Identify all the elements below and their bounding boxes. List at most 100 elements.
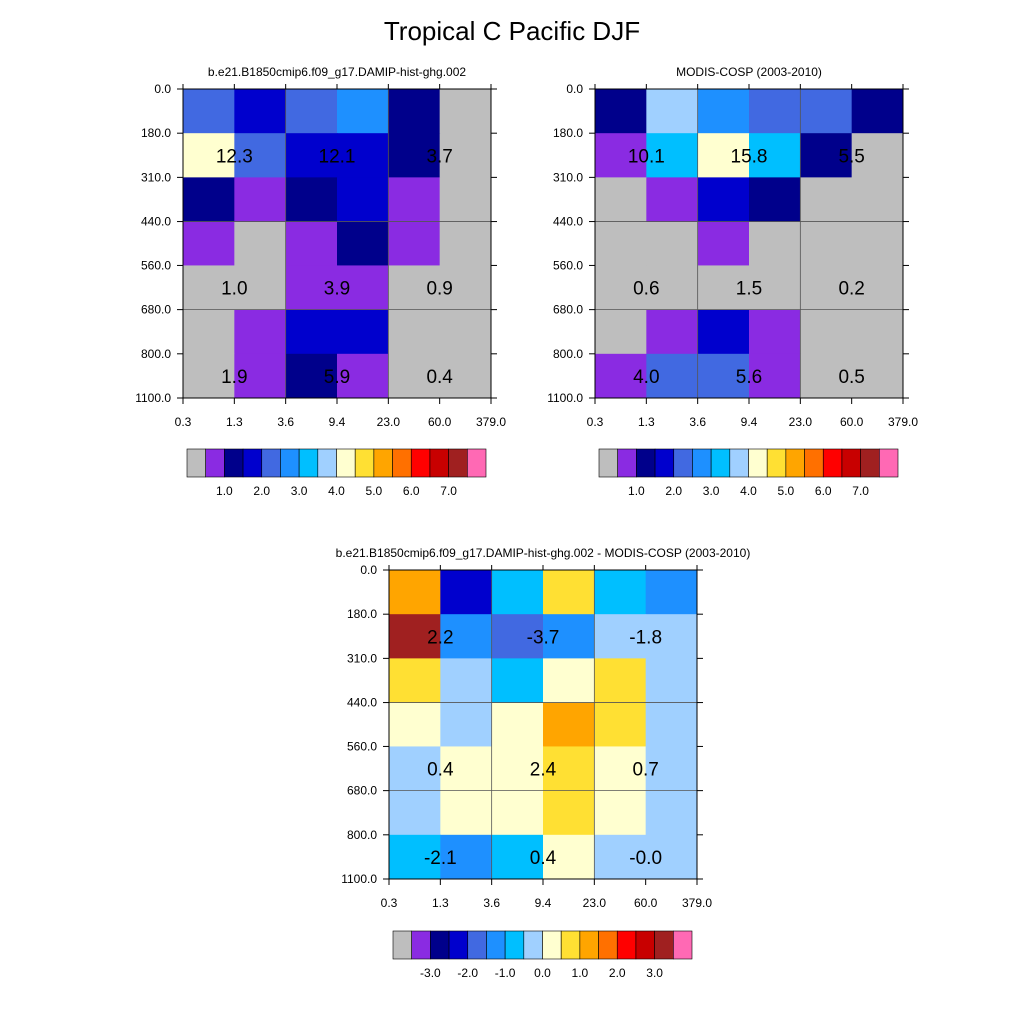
heatmap-cell <box>697 133 750 178</box>
heatmap-cell <box>439 89 492 134</box>
heatmap-cell <box>440 746 493 792</box>
heatmap-cell <box>697 309 750 355</box>
colorbar-swatch <box>317 448 337 478</box>
colorbar-label: 4.0 <box>740 484 757 498</box>
y-tick-label: 440.0 <box>141 215 171 229</box>
x-tick-label: 9.4 <box>535 896 552 910</box>
heatmap-cell <box>594 790 647 836</box>
panel-title: b.e21.B1850cmip6.f09_g17.DAMIP-hist-ghg.… <box>208 65 466 79</box>
heatmap-cell <box>337 353 389 399</box>
y-tick-label: 0.0 <box>566 82 583 96</box>
heatmap-cell <box>646 177 699 223</box>
colorbar-swatch <box>542 930 562 960</box>
heatmap-cell <box>285 353 338 399</box>
colorbar-label: 3.0 <box>703 484 720 498</box>
x-tick-label: 1.3 <box>432 896 449 910</box>
y-tick-label: 680.0 <box>553 303 583 317</box>
colorbar-label: 5.0 <box>366 484 383 498</box>
y-tick-label: 1100.0 <box>341 872 377 886</box>
heatmap-cell <box>543 834 595 880</box>
heatmap-cell <box>851 177 904 223</box>
colorbar-label: 7.0 <box>440 484 457 498</box>
heatmap-cell <box>749 309 801 355</box>
colorbar-swatch <box>448 448 468 478</box>
heatmap-cell <box>491 746 544 792</box>
x-tick-label: 3.6 <box>483 896 500 910</box>
heatmap-cell <box>439 353 492 399</box>
heatmap-cell <box>491 702 544 747</box>
colorbar-label: 2.0 <box>609 966 626 980</box>
heatmap-cell <box>440 658 493 704</box>
colorbar-swatch <box>504 930 525 960</box>
heatmap-cell <box>234 177 287 223</box>
colorbar-swatch <box>860 448 880 478</box>
heatmap-cell <box>851 221 904 266</box>
heatmap-cell <box>543 746 595 792</box>
y-tick-label: 180.0 <box>141 126 171 140</box>
block-value-label: 0.4 <box>426 367 453 388</box>
figure-title: Tropical C Pacific DJF <box>383 16 641 46</box>
heatmap-cell <box>285 265 338 311</box>
x-tick-label: 0.3 <box>381 896 398 910</box>
heatmap-cell <box>595 353 647 399</box>
colorbar-label: 1.0 <box>216 484 233 498</box>
y-tick-label: 0.0 <box>360 563 377 577</box>
colorbar-swatch <box>186 448 206 478</box>
colorbar-label: 4.0 <box>328 484 345 498</box>
y-tick-label: 440.0 <box>347 696 377 710</box>
block-value-label: 1.9 <box>221 367 247 388</box>
block-value-label: 0.7 <box>632 760 658 781</box>
heatmap-cell <box>851 133 904 178</box>
heatmap-cell <box>389 658 441 704</box>
heatmap-cell <box>749 265 801 311</box>
colorbar-swatch <box>430 930 450 960</box>
heatmap-cell <box>800 353 853 399</box>
x-tick-label: 3.6 <box>689 415 706 429</box>
block-value-label: -0.0 <box>629 848 662 869</box>
x-tick-label: 379.0 <box>888 415 918 429</box>
heatmap-cell <box>389 702 441 747</box>
x-tick-label: 1.3 <box>638 415 655 429</box>
colorbar-swatch <box>766 448 787 478</box>
colorbar-swatch <box>242 448 263 478</box>
heatmap-cell <box>234 89 287 134</box>
heatmap-cell <box>595 265 647 311</box>
block-value-label: 5.6 <box>736 367 762 388</box>
heatmap-cell <box>440 834 493 880</box>
heatmap-cell <box>800 177 853 223</box>
colorbar-swatch <box>879 448 899 478</box>
colorbar-swatch <box>598 448 618 478</box>
heatmap-cell <box>594 658 647 704</box>
colorbar-swatch <box>224 448 244 478</box>
block-value-label: 2.2 <box>427 627 453 648</box>
heatmap-cell <box>749 353 801 399</box>
heatmap-cell <box>645 570 698 615</box>
panel-title: b.e21.B1850cmip6.f09_g17.DAMIP-hist-ghg.… <box>336 546 751 560</box>
heatmap-cell <box>440 702 493 747</box>
colorbar-swatch <box>354 448 375 478</box>
heatmap-cell <box>645 834 698 880</box>
colorbar-swatch <box>411 930 431 960</box>
block-value-label: 5.5 <box>838 146 864 167</box>
y-tick-label: 180.0 <box>347 607 377 621</box>
block-value-label: 0.9 <box>426 279 452 300</box>
x-tick-label: 379.0 <box>682 896 712 910</box>
heatmap-cell <box>234 265 287 311</box>
heatmap-cell <box>285 177 338 223</box>
y-tick-label: 680.0 <box>347 784 377 798</box>
heatmap-cell <box>646 309 699 355</box>
heatmap-cell <box>800 309 853 355</box>
heatmap-cell <box>337 221 389 266</box>
heatmap-cell <box>388 221 441 266</box>
block-value-label: -1.8 <box>629 627 662 648</box>
block-value-label: 0.4 <box>427 760 454 781</box>
x-tick-label: 23.0 <box>789 415 813 429</box>
heatmap-cell <box>851 309 904 355</box>
heatmap-cell <box>645 658 698 704</box>
block-value-label: 5.9 <box>324 367 350 388</box>
block-value-label: 0.6 <box>633 279 659 300</box>
block-value-label: 1.0 <box>221 279 247 300</box>
block-value-label: 4.0 <box>633 367 659 388</box>
x-tick-label: 379.0 <box>476 415 506 429</box>
colorbar-label: -3.0 <box>420 966 441 980</box>
